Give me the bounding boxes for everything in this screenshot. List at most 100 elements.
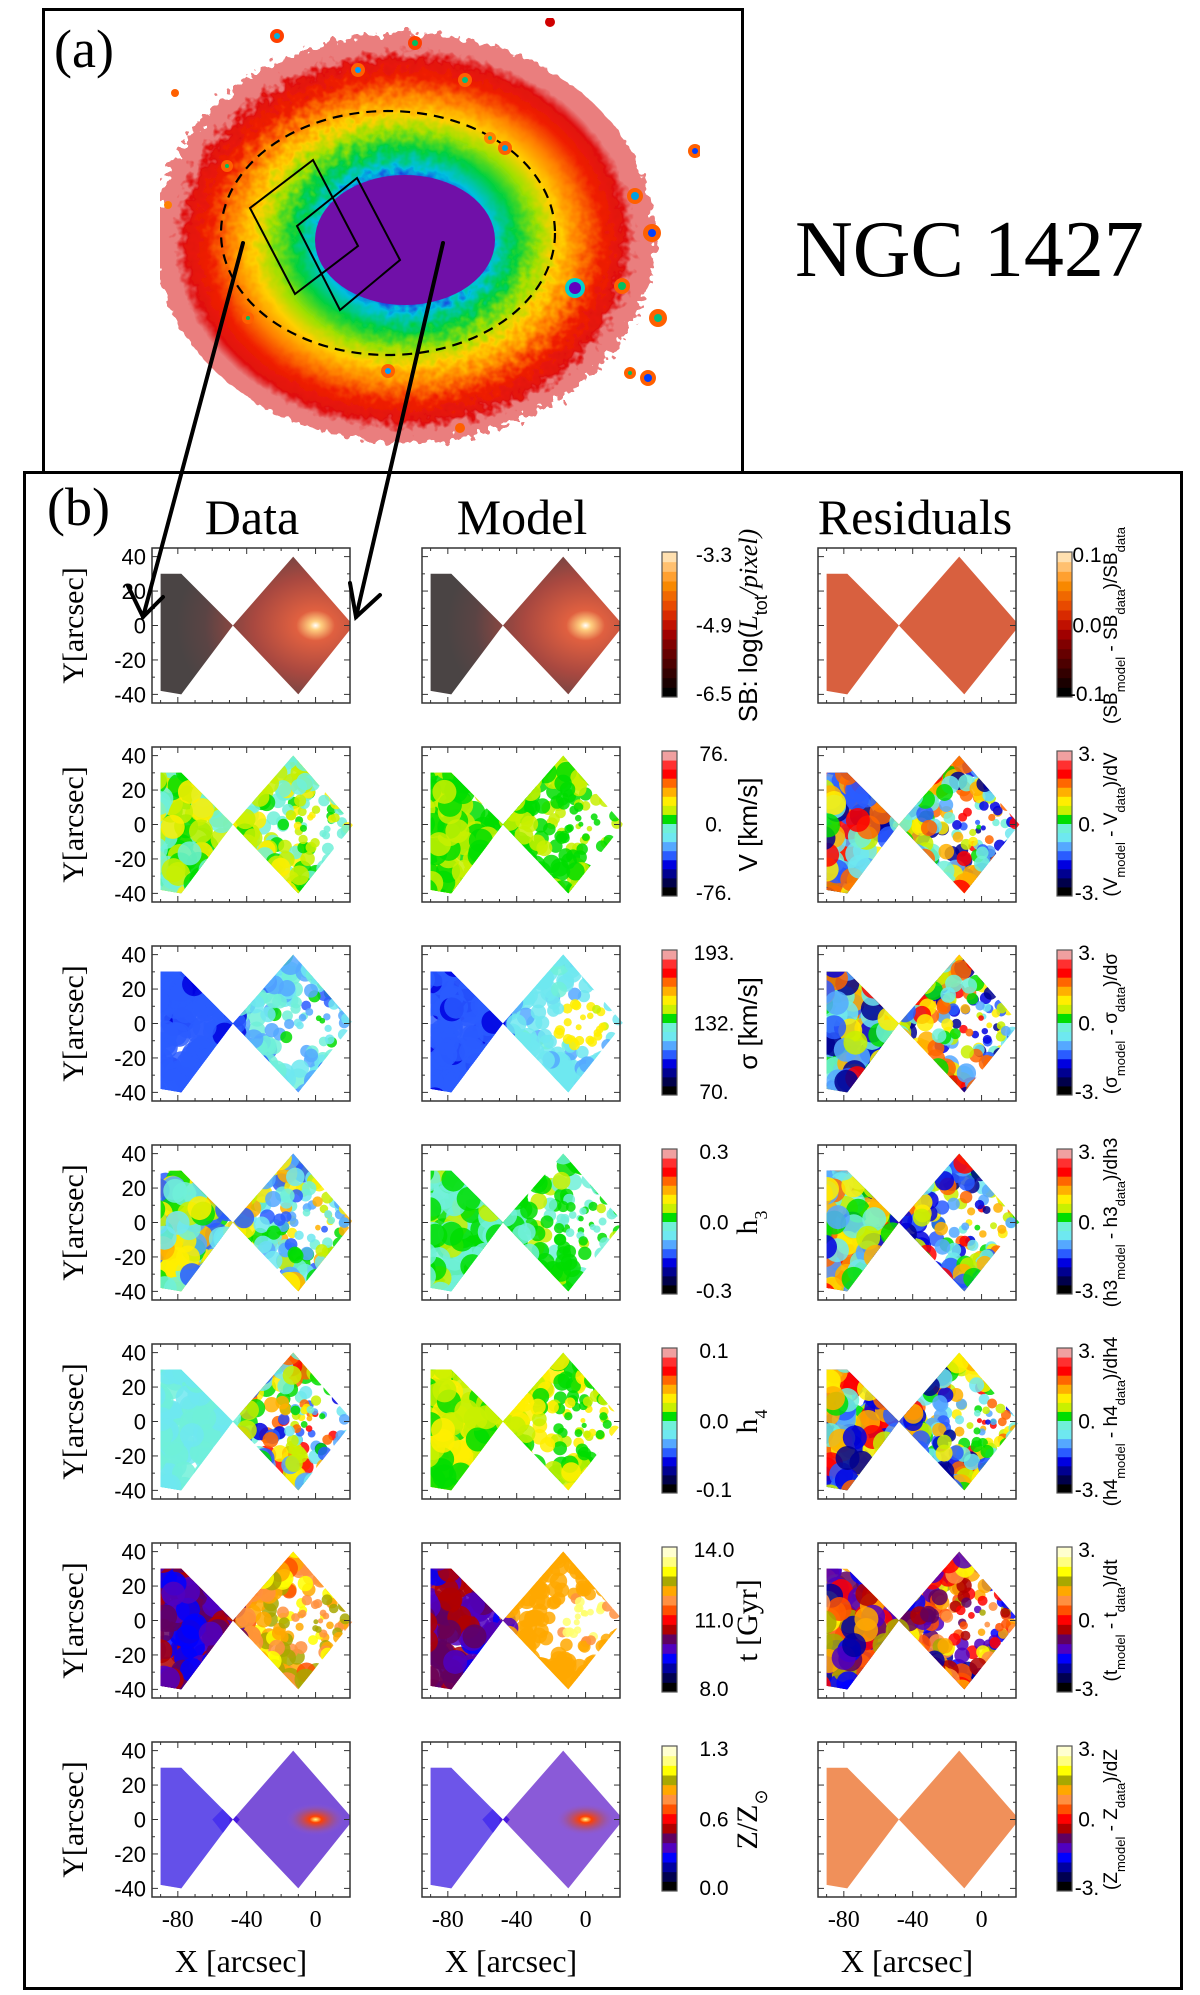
colorbar-segment <box>662 1556 677 1567</box>
colorbar-main-sigma: 193. 132. 70.σ [km/s] <box>661 942 763 1104</box>
map-h4-model <box>421 1343 624 1500</box>
colorbar-label: h4 <box>731 1410 771 1434</box>
colorbar-segment <box>1057 1248 1072 1259</box>
colorbar-segment <box>1057 968 1072 978</box>
colorbar-main-h3: 0.3 0.0 -0.3 h3 <box>661 1141 771 1303</box>
map-footprint <box>826 954 1020 1093</box>
colorbar-segment <box>1057 1185 1072 1195</box>
colorbar-res-metallicity: 3. 0. -3. (Zmodel - Zdata)/dZ <box>1056 1738 1128 1900</box>
colorbar-segment <box>1057 1765 1072 1776</box>
colorbar-segment <box>1057 832 1072 843</box>
colorbar-segment <box>1057 1357 1072 1367</box>
colorbar-segment <box>1057 1842 1072 1853</box>
colorbar-segment <box>662 796 677 806</box>
colorbar-segment <box>662 677 677 688</box>
colorbar-segment <box>662 841 677 852</box>
y-axis-label: Y[arcsec] <box>57 965 90 1082</box>
colorbar-segment <box>662 1149 677 1159</box>
colorbar-segment <box>662 1393 677 1403</box>
colorbar-segment <box>1057 1022 1072 1033</box>
colorbar-segment <box>662 1447 677 1458</box>
colorbar-segment <box>1057 639 1072 650</box>
y-tick-label: 0 <box>134 1012 146 1037</box>
y-tick-label: -20 <box>114 1643 146 1668</box>
colorbar-segment <box>1057 1257 1072 1268</box>
colorbar-segment <box>1057 1862 1072 1873</box>
colorbar-segment <box>1057 552 1072 563</box>
colorbar-segment <box>662 1085 677 1096</box>
colorbar-segment <box>1057 1852 1072 1863</box>
colorbar-tick-label: 193. <box>694 942 735 965</box>
y-tick-label: -20 <box>114 1842 146 1867</box>
colorbar-segment <box>662 1040 677 1051</box>
colorbar-segment <box>1057 751 1072 761</box>
colorbar-segment <box>1057 1775 1072 1786</box>
colorbar-segment <box>1057 886 1072 897</box>
colorbar-tick-label: 0.1 <box>699 1340 728 1363</box>
colorbar-segment <box>662 1624 677 1635</box>
colorbar-segment <box>662 590 677 601</box>
colorbar-segment <box>1057 995 1072 1005</box>
colorbar-label: σ [km/s] <box>733 977 763 1070</box>
map-footprint <box>430 556 620 695</box>
colorbar-segment <box>1057 1375 1072 1385</box>
colorbar-segment <box>662 1203 677 1213</box>
x-tick-label: -80 <box>828 1907 860 1933</box>
map-SB-model <box>421 547 621 704</box>
colorbar-segment <box>1057 1881 1072 1892</box>
colorbar-segment <box>1057 1420 1072 1431</box>
x-tick-label: -40 <box>897 1907 929 1933</box>
colorbar-segment <box>1057 1058 1072 1069</box>
colorbar-segment <box>662 1566 677 1577</box>
map-footprint <box>430 755 624 894</box>
colorbar-segment <box>662 1663 677 1674</box>
colorbar-segment <box>1057 668 1072 679</box>
colorbar-segment <box>1057 778 1072 788</box>
colorbar-segment <box>1057 1643 1072 1654</box>
colorbar-segment <box>662 1576 677 1587</box>
colorbar-tick-label: -3. <box>1075 1479 1100 1502</box>
y-tick-label: -40 <box>114 881 146 906</box>
colorbar-segment <box>662 1067 677 1078</box>
colorbar-main-age: 14.0 11.0 8.0t [Gyr] <box>661 1539 764 1701</box>
colorbar-segment <box>1057 1566 1072 1577</box>
colorbar-segment <box>662 1881 677 1892</box>
colorbar-segment <box>662 1784 677 1795</box>
colorbar-segment <box>1057 1784 1072 1795</box>
galaxy-name-title: NGC 1427 <box>795 206 1144 294</box>
row-V: Y[arcsec] 40 20 0 -20 -40 76. 0. -76.V [km/s] 3. 0… <box>57 743 1128 906</box>
colorbar-segment <box>662 1765 677 1776</box>
colorbar-segment <box>1057 1194 1072 1204</box>
colorbar-tick-label: 132. <box>694 1013 735 1036</box>
colorbar-segment <box>1057 561 1072 572</box>
y-tick-label: -20 <box>114 1444 146 1469</box>
colorbar-tick-label: 0.6 <box>699 1809 728 1832</box>
colorbar-segment <box>662 1248 677 1259</box>
colorbar-segment <box>662 823 677 834</box>
colorbar-segment <box>662 571 677 582</box>
colorbar-segment <box>1057 600 1072 611</box>
colorbar-segment <box>662 1672 677 1683</box>
colorbar-segment <box>1057 805 1072 815</box>
colorbar-segment <box>662 805 677 815</box>
colorbar-segment <box>1057 1402 1072 1412</box>
y-tick-label: -20 <box>114 847 146 872</box>
colorbar-segment <box>1057 823 1072 834</box>
colorbar-segment <box>662 832 677 843</box>
colorbar-segment <box>1057 1672 1072 1683</box>
map-h3-data <box>151 1144 354 1301</box>
colorbar-segment <box>1057 677 1072 688</box>
colorbar-segment <box>1057 1634 1072 1645</box>
colorbar-segment <box>662 619 677 630</box>
colorbar-segment <box>662 1031 677 1042</box>
colorbar-segment <box>1057 1203 1072 1213</box>
colorbar-segment <box>662 1465 677 1476</box>
colorbar-main-SB: -3.3 -4.9 -6.5 SB: log(Ltot/pixel) <box>661 529 771 722</box>
x-tick-label: 0 <box>580 1907 592 1933</box>
colorbar-main-metallicity: 1.3 0.6 0.0 Z/Z⊙ <box>661 1738 771 1900</box>
colorbar-segment <box>1057 619 1072 630</box>
colorbar-tick-label: 3. <box>1078 1738 1096 1761</box>
colorbar-res-SB: 0.1 0.0 -0.1(SBmodel - SBdata)/SBdata <box>1056 526 1128 724</box>
column-header-model: Model <box>456 489 588 545</box>
